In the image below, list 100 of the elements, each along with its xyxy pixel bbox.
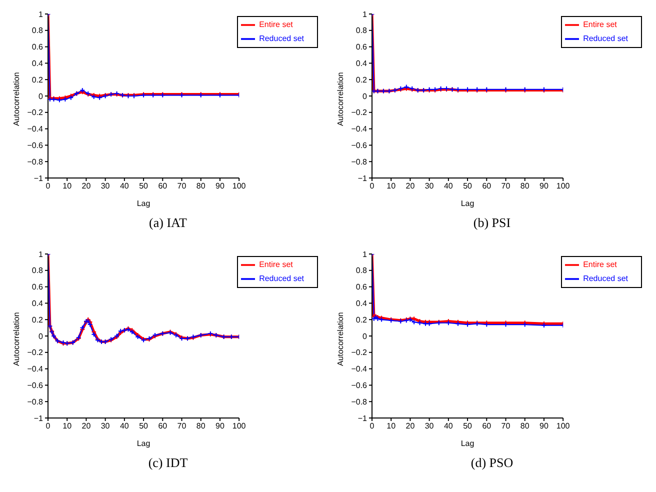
text: (a) IAT <box>148 214 188 232</box>
x-tick-label: 40 <box>444 182 454 191</box>
legend-label: Reduced set <box>259 34 304 44</box>
x-tick-label: 50 <box>139 422 149 431</box>
y-tick-label: 0 <box>362 332 368 341</box>
y-tick-label: −0.2 <box>27 108 44 118</box>
y-tick-label: −0.2 <box>27 348 44 358</box>
x-tick-label: 100 <box>232 182 246 191</box>
x-tick-label: 80 <box>520 422 530 431</box>
y-tick-label: 0 <box>38 332 44 341</box>
x-tick-label: 30 <box>100 182 110 191</box>
y-tick-label: −0.4 <box>27 124 44 134</box>
legend-label: Entire set <box>583 260 617 270</box>
legend-label: Reduced set <box>583 34 628 44</box>
y-tick-label: −1 <box>34 414 44 423</box>
x-tick-label: 70 <box>177 422 187 431</box>
text: (c) IDT <box>147 454 189 472</box>
x-tick-label: 100 <box>232 422 246 431</box>
y-tick-label: −0.6 <box>351 141 368 150</box>
y-axis-title: Autocorrelation <box>12 312 21 366</box>
y-tick-label: 1 <box>362 250 368 259</box>
x-tick-label: 60 <box>482 182 492 191</box>
x-tick-label: 40 <box>120 422 130 431</box>
legend-label: Entire set <box>259 20 293 30</box>
x-tick-label: 90 <box>216 182 225 191</box>
x-tick-label: 60 <box>482 422 492 431</box>
x-tick-label: 50 <box>463 182 473 191</box>
x-tick-label: 0 <box>370 422 375 431</box>
x-axis-title: Lag <box>460 199 474 208</box>
y-tick-label: 0.4 <box>356 299 368 308</box>
legend-label: Reduced set <box>259 274 304 284</box>
y-tick-label: −1 <box>34 174 44 183</box>
y-axis-title: Autocorrelation <box>336 72 345 126</box>
y-tick-label: 1 <box>362 10 368 19</box>
y-tick-label: −0.4 <box>27 364 44 374</box>
y-tick-label: −0.6 <box>27 381 44 390</box>
x-tick-label: 70 <box>501 422 511 431</box>
y-tick-label: 0.6 <box>32 42 44 52</box>
y-tick-label: 0.8 <box>32 26 44 36</box>
x-tick-label: 10 <box>386 422 396 431</box>
y-tick-label: 1 <box>38 250 44 259</box>
x-tick-label: 0 <box>370 182 375 191</box>
x-tick-label: 30 <box>424 422 434 431</box>
y-tick-label: 0.4 <box>32 59 44 68</box>
y-axis-title: Autocorrelation <box>12 72 21 126</box>
y-tick-label: −0.4 <box>351 364 368 374</box>
x-tick-label: 20 <box>82 182 92 191</box>
x-tick-label: 90 <box>540 182 549 191</box>
x-tick-label: 30 <box>424 182 434 191</box>
y-tick-label: −0.8 <box>351 157 368 166</box>
text: (b) PSI <box>472 214 512 232</box>
x-axis-title: Lag <box>136 439 150 448</box>
legend-label: Reduced set <box>583 274 628 284</box>
x-tick-label: 60 <box>158 422 168 431</box>
x-tick-label: 90 <box>540 422 549 431</box>
x-tick-label: 80 <box>196 422 206 431</box>
x-tick-label: 100 <box>556 182 570 191</box>
y-tick-label: 1 <box>38 10 44 19</box>
x-tick-label: 10 <box>62 422 72 431</box>
legend-label: Entire set <box>259 260 293 270</box>
x-tick-label: 0 <box>46 422 51 431</box>
x-tick-label: 10 <box>62 182 72 191</box>
y-tick-label: −0.4 <box>351 124 368 134</box>
y-tick-label: 0.2 <box>32 315 44 324</box>
y-tick-label: −0.6 <box>27 141 44 150</box>
y-tick-label: 0.8 <box>356 26 368 36</box>
x-tick-label: 30 <box>100 422 110 431</box>
x-tick-label: 0 <box>46 182 51 191</box>
y-tick-label: 0.4 <box>356 59 368 68</box>
y-tick-label: 0.6 <box>356 282 368 292</box>
y-tick-label: 0.6 <box>32 282 44 292</box>
y-tick-label: −0.2 <box>351 348 368 358</box>
y-tick-label: 0.8 <box>356 266 368 276</box>
x-tick-label: 20 <box>82 422 92 431</box>
y-axis-title: Autocorrelation <box>336 312 345 366</box>
x-axis-title: Lag <box>460 439 474 448</box>
x-tick-label: 70 <box>177 182 187 191</box>
x-tick-label: 10 <box>386 182 396 191</box>
y-tick-label: −0.8 <box>27 157 44 166</box>
x-tick-label: 90 <box>216 422 225 431</box>
x-tick-label: 60 <box>158 182 168 191</box>
y-tick-label: −0.8 <box>351 397 368 406</box>
y-tick-label: −1 <box>358 414 368 423</box>
x-tick-label: 40 <box>444 422 454 431</box>
y-tick-label: 0.2 <box>32 75 44 84</box>
x-tick-label: 40 <box>120 182 130 191</box>
y-tick-label: 0.4 <box>32 299 44 308</box>
y-tick-label: 0 <box>38 92 44 101</box>
y-tick-label: 0.8 <box>32 266 44 276</box>
legend-label: Entire set <box>583 20 617 30</box>
x-tick-label: 70 <box>501 182 511 191</box>
y-tick-label: −0.2 <box>351 108 368 118</box>
y-tick-label: −1 <box>358 174 368 183</box>
x-tick-label: 80 <box>196 182 206 191</box>
x-axis-title: Lag <box>136 199 150 208</box>
y-tick-label: 0.2 <box>356 315 368 324</box>
x-tick-label: 100 <box>556 422 570 431</box>
y-tick-label: 0.6 <box>356 42 368 52</box>
x-tick-label: 20 <box>406 182 416 191</box>
text: (d) PSO <box>470 454 514 472</box>
